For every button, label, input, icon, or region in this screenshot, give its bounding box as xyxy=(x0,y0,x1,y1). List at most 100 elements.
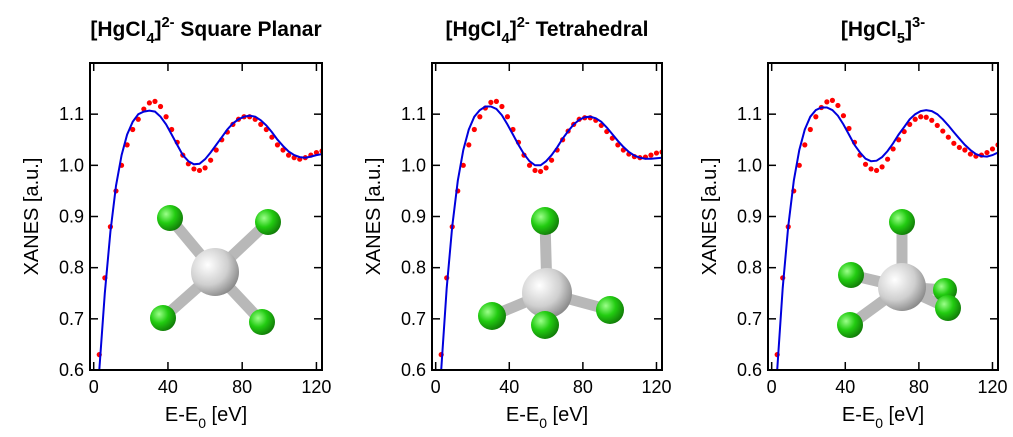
data-dot xyxy=(202,165,208,171)
x-tick-label: 120 xyxy=(977,377,1007,397)
y-tick-label: 0.7 xyxy=(737,309,762,329)
data-dot xyxy=(945,134,951,140)
x-tick-label: 80 xyxy=(573,377,593,397)
data-dot xyxy=(477,114,483,120)
data-dot xyxy=(885,156,891,162)
data-dot xyxy=(923,114,929,120)
text-segment: ] xyxy=(155,18,162,41)
y-axis-label: XANES [a.u.] xyxy=(363,158,385,276)
text-segment: Square Planar xyxy=(175,18,322,41)
data-dot xyxy=(146,100,152,106)
text-segment: [eV] xyxy=(206,404,247,426)
data-dot xyxy=(807,126,813,133)
y-tick-label: 1.1 xyxy=(737,104,762,124)
data-dot xyxy=(124,142,130,148)
data-dot xyxy=(929,117,935,123)
molecule-pentachloro xyxy=(837,209,961,338)
y-tick-label: 0.9 xyxy=(401,207,426,227)
data-dot xyxy=(163,114,169,120)
text-segment: ] xyxy=(905,18,912,41)
axes-frame xyxy=(767,62,999,371)
x-axis-label: E-E0 [eV] xyxy=(506,404,588,431)
data-dot xyxy=(543,165,549,171)
data-dot xyxy=(493,98,499,104)
data-dot xyxy=(956,144,962,151)
y-tick-label: 0.8 xyxy=(401,258,426,278)
x-tick-label: 80 xyxy=(909,377,929,397)
y-tick-label: 0.6 xyxy=(401,360,426,380)
data-dot xyxy=(829,97,836,103)
panel-title: [HgCl4]2- Square Planar xyxy=(90,15,321,47)
data-dot xyxy=(280,147,286,153)
text-segment: [HgCl xyxy=(446,18,502,41)
data-dot xyxy=(196,167,203,174)
x-tick-label: 0 xyxy=(89,377,99,397)
data-dot xyxy=(213,147,219,153)
text-segment: Tetrahedral xyxy=(530,18,649,41)
y-axis-label: XANES [a.u.] xyxy=(699,158,721,276)
data-dot xyxy=(313,149,320,156)
axes-frame xyxy=(431,62,663,371)
x-tick-label: 40 xyxy=(499,377,519,397)
y-tick-label: 1.0 xyxy=(737,155,762,175)
x-axis-label: E-E0 [eV] xyxy=(842,404,924,431)
data-dot xyxy=(532,167,538,174)
text-segment: E-E xyxy=(842,404,875,426)
data-dot xyxy=(835,102,841,109)
data-dot xyxy=(940,128,946,134)
data-dot xyxy=(130,126,136,133)
text-segment: 2- xyxy=(517,15,530,31)
data-dot xyxy=(208,157,214,163)
data-dot xyxy=(934,122,940,129)
plot-area xyxy=(438,98,662,370)
text-segment: E-E xyxy=(165,404,198,426)
molecule-tetrahedral xyxy=(478,207,624,339)
text-segment: [eV] xyxy=(547,404,588,426)
text-segment: 3- xyxy=(912,15,925,31)
text-segment: [HgCl xyxy=(841,18,897,41)
text-segment: ] xyxy=(510,18,517,41)
text-segment: [eV] xyxy=(883,404,924,426)
data-dot xyxy=(537,168,544,175)
data-dot xyxy=(466,142,472,148)
data-dot xyxy=(984,149,990,156)
data-dot xyxy=(274,142,281,148)
y-tick-label: 0.7 xyxy=(59,309,84,329)
data-dot xyxy=(802,142,808,148)
x-tick-label: 0 xyxy=(767,377,777,397)
data-dot xyxy=(912,116,918,122)
text-segment: 0 xyxy=(198,415,206,431)
y-axis-label: XANES [a.u.] xyxy=(21,158,43,276)
data-dot xyxy=(258,121,264,127)
data-dot xyxy=(504,114,511,120)
data-dot xyxy=(152,98,158,104)
y-tick-label: 1.1 xyxy=(401,104,426,124)
data-dot xyxy=(157,103,164,110)
x-tick-label: 0 xyxy=(431,377,441,397)
y-tick-label: 0.7 xyxy=(401,309,426,329)
x-axis-label: E-E0 [eV] xyxy=(165,404,247,431)
x-tick-label: 40 xyxy=(158,377,178,397)
data-dot xyxy=(549,157,555,163)
data-dot xyxy=(488,99,494,105)
data-dot xyxy=(918,114,924,120)
data-dot xyxy=(526,162,533,168)
x-tick-label: 80 xyxy=(232,377,252,397)
data-dot xyxy=(269,134,275,140)
y-tick-label: 1.0 xyxy=(401,155,426,175)
axes-frame xyxy=(89,62,323,371)
y-tick-label: 0.6 xyxy=(59,360,84,380)
text-segment: 4 xyxy=(502,31,511,47)
data-dot xyxy=(890,146,896,152)
data-dot xyxy=(873,167,880,174)
x-tick-label: 40 xyxy=(835,377,855,397)
data-dot xyxy=(967,151,974,157)
data-dot xyxy=(135,116,141,122)
y-tick-label: 1.1 xyxy=(59,104,84,124)
model-line xyxy=(440,105,662,370)
data-dot xyxy=(962,147,968,153)
text-segment: 4 xyxy=(146,31,155,47)
y-tick-label: 0.8 xyxy=(737,258,762,278)
y-tick-label: 1.0 xyxy=(59,155,84,175)
